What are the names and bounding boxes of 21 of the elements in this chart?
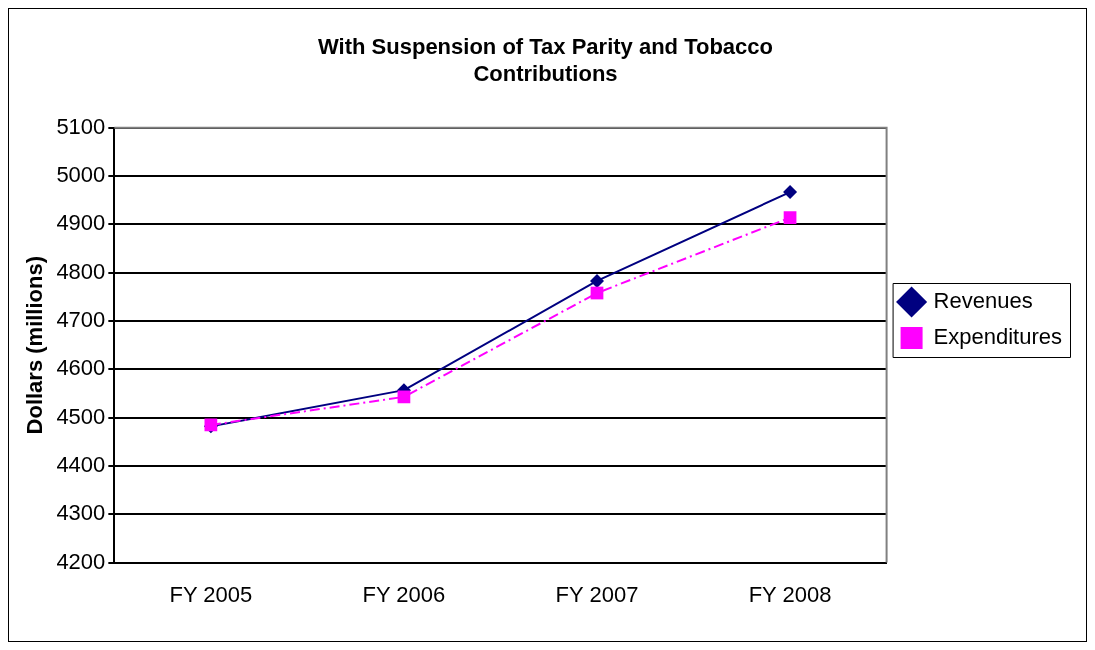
point bbox=[590, 273, 604, 288]
y-tick-label: 5100 bbox=[56, 113, 106, 139]
x-tick-label: FY 2005 bbox=[169, 581, 253, 607]
y-tick-label: 4200 bbox=[56, 548, 106, 574]
y-tick-label: 4800 bbox=[56, 258, 106, 284]
x-tick-label: FY 2008 bbox=[748, 581, 832, 607]
y-tick-label: 4400 bbox=[56, 452, 106, 478]
x-tick-label: FY 2007 bbox=[555, 581, 639, 607]
y-tick-label: 4600 bbox=[56, 355, 106, 381]
y-axis-title: Dollars (millions) bbox=[22, 255, 48, 435]
point bbox=[783, 211, 797, 225]
point bbox=[783, 185, 798, 200]
y-tick-label: 5000 bbox=[56, 162, 106, 188]
y-tick-label: 4300 bbox=[56, 500, 106, 526]
y-tick-label: 4900 bbox=[56, 210, 106, 236]
chart-title: With Suspension of Tax Parity and Tobacco Contributions bbox=[318, 34, 773, 86]
x-tick-label: FY 2006 bbox=[362, 581, 446, 607]
y-tick-label: 4700 bbox=[56, 307, 106, 333]
legend-label: Revenues bbox=[933, 288, 1033, 314]
legend-label: Expenditures bbox=[933, 324, 1063, 350]
y-tick-label: 4500 bbox=[56, 403, 106, 429]
